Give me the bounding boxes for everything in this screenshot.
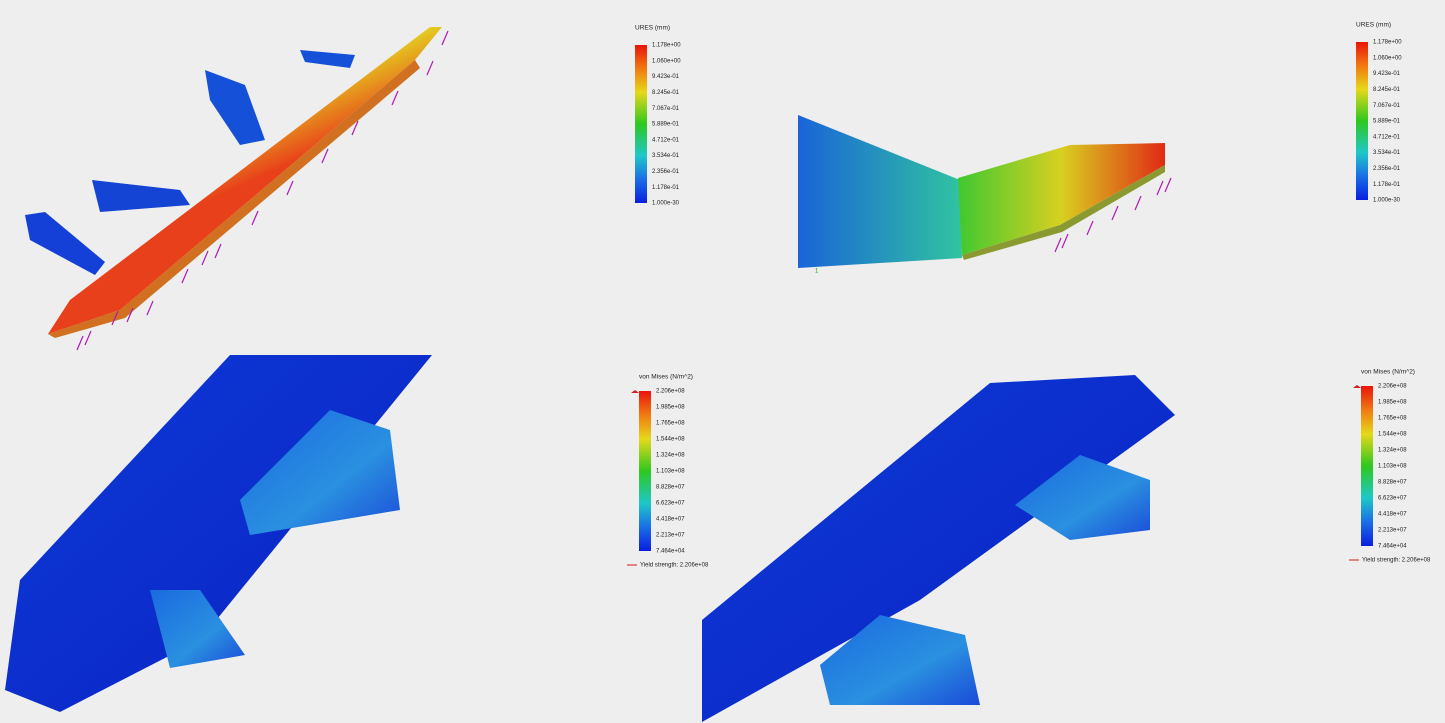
load-arrow — [1111, 205, 1119, 221]
legend-label: 1.544e+08 — [656, 437, 685, 443]
legend-label: 2.206e+08 — [656, 389, 685, 395]
legend-label: 9.423e-01 — [1373, 71, 1401, 77]
legends: URES (mm) 1.178e+00 1.060e+00 9.423e-01 8.24… — [627, 22, 1431, 569]
legend-label: 6.623e+07 — [656, 501, 685, 507]
load-arrow — [321, 148, 329, 164]
legend-label: 1.178e-01 — [652, 185, 680, 191]
triad-label: 1 — [815, 269, 819, 275]
legend-label: 8.828e+07 — [1378, 480, 1407, 486]
legend-label: 1.544e+08 — [1378, 432, 1407, 438]
legend-label: 7.464e+04 — [1378, 544, 1407, 550]
load-arrow — [126, 307, 134, 323]
load-arrow — [1061, 233, 1069, 249]
legend-label: 4.418e+07 — [1378, 512, 1407, 518]
load-arrow — [181, 268, 189, 284]
load-arrow — [111, 310, 119, 326]
yield-marker — [631, 390, 639, 393]
legend-label: 5.889e-01 — [652, 122, 680, 128]
legend-label: 2.213e+07 — [1378, 528, 1407, 534]
legend-label: 6.623e+07 — [1378, 496, 1407, 502]
legend-label: 1.178e-01 — [1373, 182, 1401, 188]
legend-label: 7.067e-01 — [652, 106, 680, 112]
color-bar — [1361, 386, 1373, 546]
load-arrow — [1156, 180, 1164, 196]
beam-top — [48, 27, 442, 334]
color-bar — [639, 391, 651, 551]
legend-label: 1.985e+08 — [656, 405, 685, 411]
legend-label: 1.324e+08 — [656, 453, 685, 459]
color-bar — [1356, 42, 1368, 200]
load-arrow — [76, 335, 84, 351]
load-arrow — [286, 180, 294, 196]
legend-label: 8.245e-01 — [652, 90, 680, 96]
load-arrow — [1054, 237, 1062, 253]
legend-label: 1.103e+08 — [656, 469, 685, 475]
legend-label: 8.245e-01 — [1373, 87, 1401, 93]
legend-label: 1.103e+08 — [1378, 464, 1407, 470]
load-arrow — [201, 250, 209, 266]
load-arrow — [84, 330, 92, 346]
legend-label: 8.828e+07 — [656, 485, 685, 491]
legend-label: 1.178e+00 — [652, 43, 681, 49]
legend-label: 1.765e+08 — [656, 421, 685, 427]
legend-label: 1.178e+00 — [1373, 40, 1402, 46]
yield-label: Yield strength: 2.206e+08 — [1362, 558, 1431, 564]
legend-title: von Mises (N/m^2) — [639, 374, 693, 381]
model-views — [5, 27, 1175, 722]
load-arrow — [1134, 195, 1142, 211]
load-arrow — [1164, 177, 1172, 193]
legend-label: 1.000e-30 — [652, 201, 680, 207]
legend-label: 3.534e-01 — [1373, 150, 1401, 156]
legend-label: 2.356e-01 — [652, 169, 680, 175]
legend-title: von Mises (N/m^2) — [1361, 369, 1415, 376]
legend-label: 5.889e-01 — [1373, 119, 1401, 125]
load-arrow — [146, 300, 154, 316]
color-bar — [635, 45, 647, 203]
load-arrow — [1086, 220, 1094, 236]
yield-label: Yield strength: 2.206e+08 — [640, 563, 709, 569]
legend-title: URES (mm) — [1356, 22, 1391, 29]
legend-label: 7.067e-01 — [1373, 103, 1401, 109]
legend-label: 3.534e-01 — [652, 153, 680, 159]
legend-label: 1.060e+00 — [652, 58, 681, 64]
legend-label: 7.464e+04 — [656, 549, 685, 555]
legend-label: 9.423e-01 — [652, 74, 680, 80]
legend-label: 4.418e+07 — [656, 517, 685, 523]
legend-label: 2.356e-01 — [1373, 166, 1401, 172]
legend-label: 1.765e+08 — [1378, 416, 1407, 422]
load-arrow — [441, 30, 449, 46]
load-arrow — [391, 90, 399, 106]
legend-label: 4.712e-01 — [1373, 134, 1401, 140]
load-arrow — [214, 243, 222, 259]
load-arrow — [426, 60, 434, 76]
legend-label: 1.324e+08 — [1378, 448, 1407, 454]
load-arrow — [351, 120, 359, 136]
legend-label: 1.060e+00 — [1373, 55, 1402, 61]
legend-label: 2.206e+08 — [1378, 384, 1407, 390]
legend-title: URES (mm) — [635, 25, 670, 32]
legend-label: 4.712e-01 — [652, 137, 680, 143]
legend-label: 1.000e-30 — [1373, 198, 1401, 204]
legend-label: 1.985e+08 — [1378, 400, 1407, 406]
beam-side — [48, 60, 420, 338]
load-arrow — [251, 210, 259, 226]
legend-label: 2.213e+07 — [656, 533, 685, 539]
yield-marker — [1353, 385, 1361, 388]
